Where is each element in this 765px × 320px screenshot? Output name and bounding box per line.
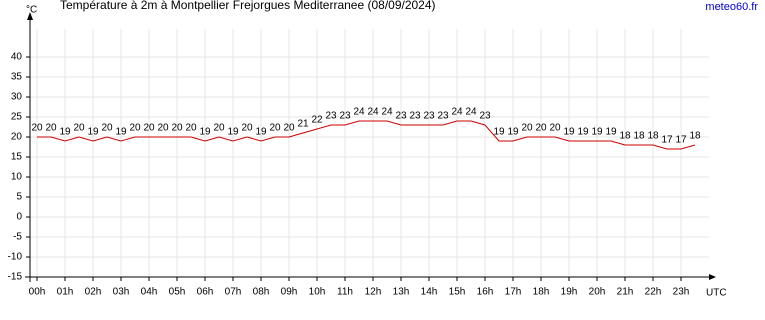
data-label: 18 <box>647 131 659 142</box>
data-label: 20 <box>185 123 197 134</box>
data-label: 20 <box>213 123 225 134</box>
y-tick-label: 25 <box>11 112 23 123</box>
x-tick-label: 10h <box>309 287 326 298</box>
x-tick-label: 19h <box>561 287 578 298</box>
y-tick-label: 20 <box>11 132 23 143</box>
x-tick-label: 15h <box>449 287 466 298</box>
data-label: 23 <box>409 111 421 122</box>
x-tick-label: 23h <box>673 287 690 298</box>
data-label: 20 <box>535 123 547 134</box>
data-label: 19 <box>577 127 589 138</box>
x-tick-label: 01h <box>57 287 74 298</box>
data-label: 20 <box>241 123 253 134</box>
x-tick-label: 20h <box>589 287 606 298</box>
x-tick-label: 22h <box>645 287 662 298</box>
y-tick-label: 30 <box>11 92 23 103</box>
data-label: 24 <box>367 107 379 118</box>
data-label: 20 <box>171 123 183 134</box>
data-label: 18 <box>619 131 631 142</box>
data-label: 21 <box>297 119 309 130</box>
data-label: 19 <box>507 127 519 138</box>
y-tick-label: 5 <box>16 192 22 203</box>
x-tick-label: 04h <box>141 287 158 298</box>
x-tick-label: 07h <box>225 287 242 298</box>
data-label: 20 <box>73 123 85 134</box>
x-tick-label: 16h <box>477 287 494 298</box>
y-tick-label: -5 <box>13 232 22 243</box>
data-label: 20 <box>269 123 281 134</box>
data-label: 23 <box>339 111 351 122</box>
data-label: 19 <box>255 127 267 138</box>
data-label: 20 <box>157 123 169 134</box>
y-tick-label: -10 <box>8 252 23 263</box>
data-label: 19 <box>227 127 239 138</box>
x-tick-label: 06h <box>197 287 214 298</box>
y-tick-label: 40 <box>11 52 23 63</box>
y-tick-label: 35 <box>11 72 23 83</box>
y-tick-label: -15 <box>8 272 23 283</box>
x-tick-label: 08h <box>253 287 270 298</box>
data-label: 24 <box>451 107 463 118</box>
data-label: 19 <box>493 127 505 138</box>
data-label: 19 <box>87 127 99 138</box>
y-tick-label: 0 <box>16 212 22 223</box>
x-tick-label: 03h <box>113 287 130 298</box>
x-axis-label: UTC <box>706 288 727 299</box>
data-label: 20 <box>521 123 533 134</box>
x-tick-label: 14h <box>421 287 438 298</box>
y-tick-label: 10 <box>11 172 23 183</box>
x-tick-label: 00h <box>29 287 46 298</box>
data-label: 24 <box>381 107 393 118</box>
data-label: 23 <box>437 111 449 122</box>
x-tick-label: 05h <box>169 287 186 298</box>
y-axis-label: °C <box>26 5 37 16</box>
data-label: 20 <box>129 123 141 134</box>
data-label: 19 <box>115 127 127 138</box>
x-tick-label: 18h <box>533 287 550 298</box>
data-label: 19 <box>199 127 211 138</box>
data-label: 20 <box>31 123 43 134</box>
data-label: 19 <box>59 127 71 138</box>
data-label: 22 <box>311 115 323 126</box>
x-tick-label: 13h <box>393 287 410 298</box>
data-label: 23 <box>325 111 337 122</box>
line <box>37 120 696 150</box>
x-tick-label: 17h <box>505 287 522 298</box>
chart-title: Température à 2m à Montpellier Frejorgue… <box>60 0 436 12</box>
y-tick-label: 15 <box>11 152 23 163</box>
data-label: 24 <box>465 107 477 118</box>
x-tick-label: 12h <box>365 287 382 298</box>
data-label: 19 <box>563 127 575 138</box>
x-axis-arrow <box>709 274 716 280</box>
y-axis-arrow <box>27 12 33 20</box>
data-label: 17 <box>661 135 673 146</box>
data-label: 23 <box>479 111 491 122</box>
data-label: 23 <box>423 111 435 122</box>
data-label: 19 <box>605 127 617 138</box>
data-label: 20 <box>143 123 155 134</box>
x-tick-label: 09h <box>281 287 298 298</box>
x-tick-label: 11h <box>337 287 353 298</box>
data-label: 20 <box>549 123 561 134</box>
data-label: 20 <box>101 123 113 134</box>
data-label: 18 <box>633 131 645 142</box>
data-label: 24 <box>353 107 365 118</box>
source-link[interactable]: meteo60.fr <box>705 1 758 13</box>
x-tick-label: 21h <box>617 287 634 298</box>
x-tick-label: 02h <box>85 287 102 298</box>
data-label: 18 <box>689 131 701 142</box>
data-label: 17 <box>675 135 687 146</box>
data-label: 20 <box>283 123 295 134</box>
data-label: 19 <box>591 127 603 138</box>
data-label: 20 <box>45 123 57 134</box>
data-label: 23 <box>395 111 407 122</box>
